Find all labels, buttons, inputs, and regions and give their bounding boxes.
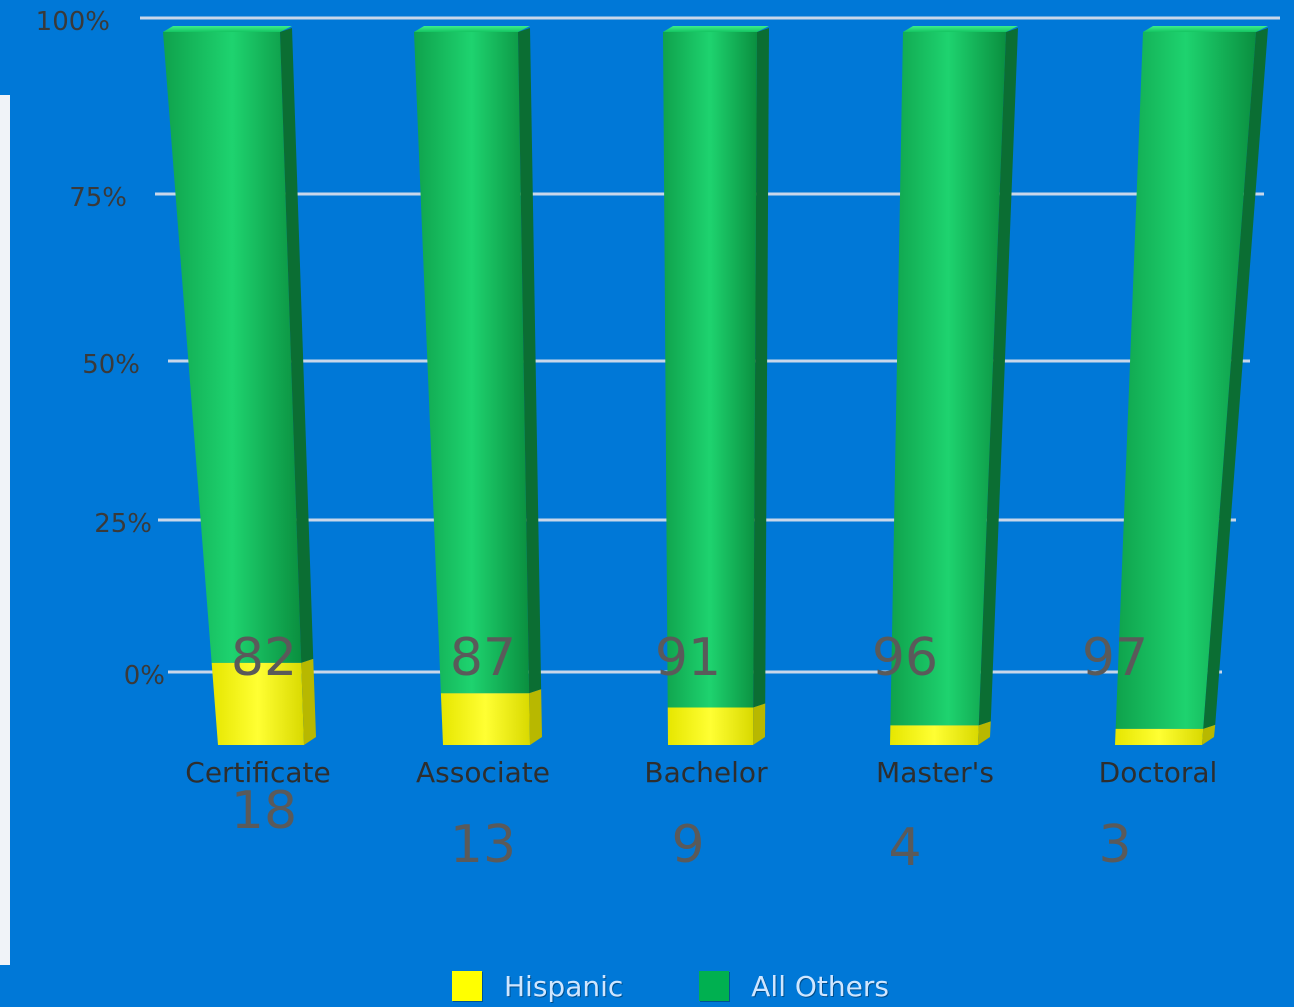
legend-label-all-others: All Others bbox=[751, 969, 889, 1003]
bar-side-hispanic-bachelor bbox=[753, 703, 766, 745]
value-label-all-others-bachelor: 91 bbox=[655, 628, 721, 688]
legend-item-hispanic: Hispanic bbox=[452, 970, 623, 1003]
value-label-hispanic-doctoral: 3 bbox=[1098, 815, 1131, 875]
bar-all-others-bachelor bbox=[663, 32, 757, 708]
bar-hispanic-doctoral bbox=[1115, 728, 1204, 745]
value-label-all-others-associate: 87 bbox=[450, 628, 516, 688]
bar-side-hispanic-masters bbox=[978, 721, 991, 745]
bar-side-bachelor bbox=[753, 28, 769, 708]
bar-cap-bachelor bbox=[663, 26, 769, 32]
value-label-hispanic-associate: 13 bbox=[450, 815, 516, 875]
value-label-hispanic-certificate: 18 bbox=[231, 781, 297, 841]
value-label-all-others-doctoral: 97 bbox=[1082, 628, 1148, 688]
legend-item-all-others: All Others bbox=[699, 970, 889, 1003]
y-tick-label: 25% bbox=[94, 509, 152, 539]
bar-side-hispanic-doctoral bbox=[1202, 724, 1216, 745]
value-label-hispanic-masters: 4 bbox=[888, 818, 921, 878]
y-tick-label: 100% bbox=[36, 7, 110, 37]
y-tick-label: 75% bbox=[69, 183, 127, 213]
bar-side-hispanic-associate bbox=[529, 689, 542, 745]
legend-swatch-all-others bbox=[699, 971, 730, 1001]
bar-cap-certificate bbox=[163, 26, 292, 32]
bar-hispanic-masters bbox=[890, 725, 979, 745]
y-tick-label: 0% bbox=[124, 661, 165, 691]
bar-hispanic-bachelor bbox=[667, 707, 754, 745]
x-tick-label-doctoral: Doctoral bbox=[1099, 756, 1218, 789]
bar-side-certificate bbox=[280, 28, 314, 663]
bar-side-masters bbox=[978, 28, 1018, 726]
x-tick-label-masters: Master's bbox=[876, 756, 994, 789]
bar-all-others-associate bbox=[414, 32, 530, 694]
legend: Hispanic All Others bbox=[452, 968, 889, 1004]
left-edge-strip bbox=[0, 95, 10, 965]
bar-cap-associate bbox=[414, 26, 530, 32]
value-label-hispanic-bachelor: 9 bbox=[671, 815, 704, 875]
value-label-all-others-certificate: 82 bbox=[231, 628, 297, 688]
bar-side-hispanic-certificate bbox=[301, 658, 316, 745]
bar-side-associate bbox=[518, 28, 542, 694]
legend-label-hispanic: Hispanic bbox=[504, 969, 624, 1003]
legend-swatch-hispanic bbox=[452, 971, 482, 1001]
bar-cap-doctoral bbox=[1143, 26, 1268, 32]
bar-hispanic-associate bbox=[440, 693, 530, 745]
x-tick-label-certificate: Certificate bbox=[185, 756, 330, 789]
bar-cap-masters bbox=[903, 26, 1018, 32]
bar-all-others-masters bbox=[890, 32, 1006, 726]
y-tick-label: 50% bbox=[82, 350, 140, 380]
x-tick-label-bachelor: Bachelor bbox=[644, 756, 768, 789]
bar-all-others-doctoral bbox=[1115, 32, 1256, 729]
bar-side-doctoral bbox=[1203, 28, 1268, 729]
value-label-all-others-masters: 96 bbox=[872, 628, 938, 688]
bar-all-others-certificate bbox=[163, 32, 302, 663]
bar-hispanic-certificate bbox=[211, 662, 304, 745]
x-tick-label-associate: Associate bbox=[416, 756, 550, 789]
